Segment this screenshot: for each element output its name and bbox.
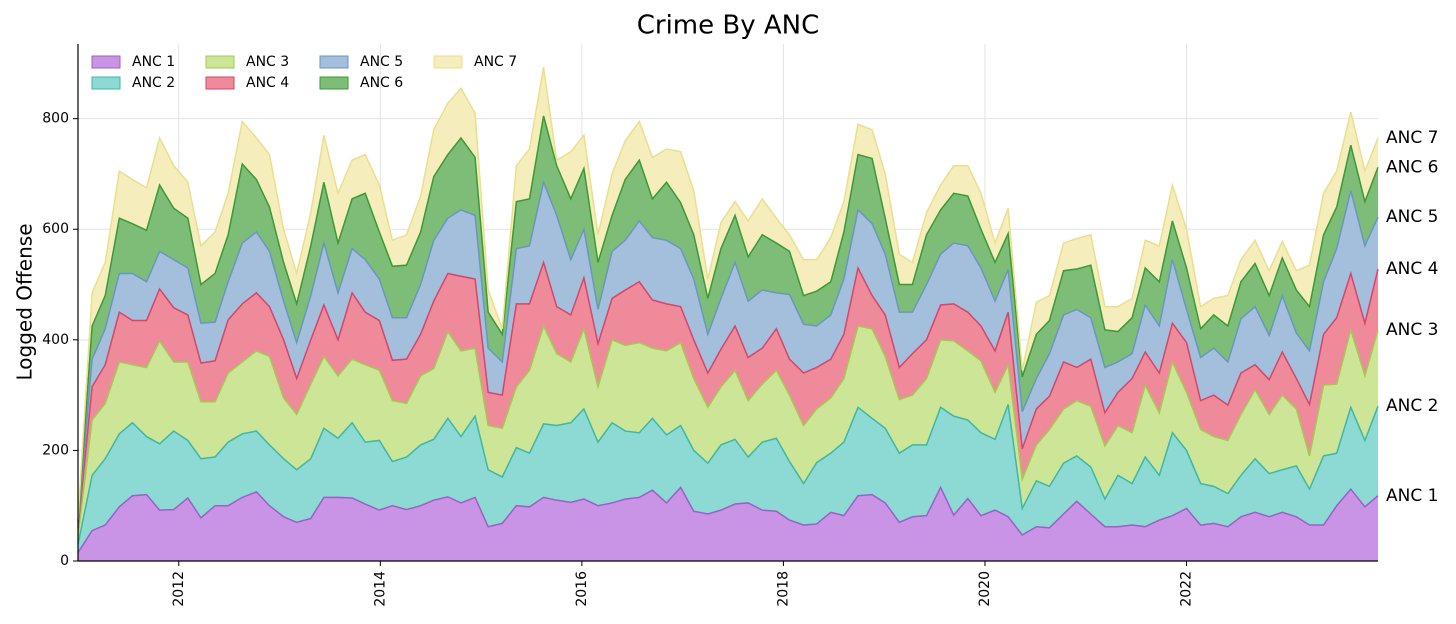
legend-label: ANC 1 xyxy=(132,54,175,70)
end-label: ANC 3 xyxy=(1386,320,1438,340)
end-label: ANC 5 xyxy=(1386,207,1438,227)
area-top-line xyxy=(77,179,1379,526)
x-tick-label: 2012 xyxy=(171,571,187,607)
y-axis-label: Logged Offense xyxy=(13,223,37,380)
y-tick-label: 400 xyxy=(42,332,69,348)
legend-swatch xyxy=(91,76,121,90)
y-tick-label: 0 xyxy=(60,553,69,569)
x-tick-label: 2022 xyxy=(1179,571,1195,607)
chart-title: Crime By ANC xyxy=(637,11,820,41)
axes: 0 200 400 600 800 2012 2014 2016 2018 2020 2022 ANC… xyxy=(42,44,1438,607)
legend-swatch xyxy=(319,76,349,90)
area-top-line xyxy=(77,404,1379,545)
end-label: ANC 2 xyxy=(1386,396,1438,416)
y-tick-label: 200 xyxy=(42,442,69,458)
area xyxy=(78,262,1378,537)
area-lines xyxy=(77,67,1379,554)
area-top-line xyxy=(77,323,1379,537)
area xyxy=(78,326,1378,545)
area-top-line xyxy=(77,115,1379,523)
legend-label: ANC 5 xyxy=(360,54,403,70)
legend-label: ANC 3 xyxy=(246,54,289,70)
x-tick-label: 2020 xyxy=(977,571,993,607)
end-label: ANC 1 xyxy=(1386,486,1438,506)
x-tick-label: 2014 xyxy=(372,571,388,607)
x-tick-label: 2016 xyxy=(574,571,590,607)
legend-swatch xyxy=(205,76,235,90)
areas xyxy=(78,67,1378,561)
legend-swatch xyxy=(91,55,121,69)
legend-label: ANC 4 xyxy=(246,75,289,91)
legend-label: ANC 6 xyxy=(360,75,403,91)
end-label: ANC 6 xyxy=(1386,157,1438,177)
legend: ANC 1 ANC 2 ANC 3 ANC 4 ANC 5 ANC 6 ANC 7 xyxy=(91,54,517,91)
area xyxy=(78,487,1378,561)
legend-swatch xyxy=(433,55,463,69)
legend-label: ANC 7 xyxy=(474,54,517,70)
area-top-line xyxy=(77,67,1379,520)
x-tick-label: 2018 xyxy=(775,571,791,607)
end-label: ANC 4 xyxy=(1386,259,1438,279)
legend-swatch xyxy=(319,55,349,69)
y-tick-label: 600 xyxy=(42,221,69,237)
area-top-line xyxy=(77,485,1379,554)
legend-swatch xyxy=(205,55,235,69)
legend-label: ANC 2 xyxy=(132,75,175,91)
end-label: ANC 7 xyxy=(1386,128,1438,148)
area-top-line xyxy=(77,259,1379,528)
y-tick-label: 800 xyxy=(42,111,69,127)
area xyxy=(78,404,1378,553)
